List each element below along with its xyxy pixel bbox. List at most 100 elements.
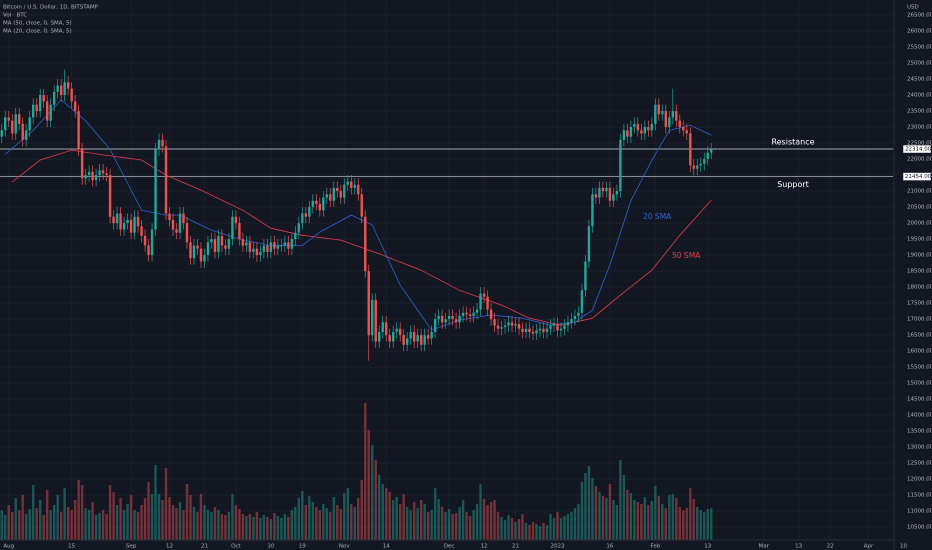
y-tick-label: 20000.00 [907, 221, 932, 227]
candle-body [671, 111, 675, 118]
volume-bar [643, 497, 647, 540]
candle-body [388, 335, 391, 342]
candle-body [122, 223, 126, 230]
volume-bar [315, 507, 318, 540]
candle-body [419, 335, 423, 345]
candle-body [224, 245, 227, 249]
volume-bar [21, 495, 24, 540]
volume-bar [168, 497, 171, 540]
candle-body [315, 200, 318, 204]
volume-bar [371, 445, 374, 540]
candle-body [77, 111, 80, 150]
candle-body [608, 187, 612, 201]
candle-body [559, 328, 563, 331]
candle-body [73, 101, 77, 112]
candle-body [531, 331, 535, 334]
candle-body [514, 323, 517, 326]
volume-bar [38, 500, 42, 540]
volume-bar [217, 510, 220, 540]
y-tick-label: 21000.00 [907, 189, 932, 195]
candle-body [185, 223, 189, 243]
candle-body [689, 133, 692, 166]
candle-body [7, 117, 10, 121]
candle-body [154, 149, 157, 230]
candle-body [84, 175, 87, 179]
volume-bar [101, 510, 105, 540]
volume-bar [108, 485, 112, 540]
volume-bar [671, 494, 675, 540]
volume-bar [283, 514, 287, 540]
candle-body [703, 159, 706, 164]
candle-body [524, 328, 528, 332]
x-tick-label: 21 [201, 544, 208, 550]
candle-body [657, 104, 661, 115]
candle-body [444, 319, 447, 323]
volume-bar [507, 515, 510, 540]
candle-body [661, 111, 664, 115]
volume-bar [692, 499, 695, 540]
volume-bar [14, 498, 17, 540]
candle-body [507, 322, 510, 326]
volume-bar [199, 494, 203, 540]
volume-bar [524, 523, 528, 540]
volume-bar [388, 492, 391, 540]
volume-bar [444, 512, 447, 540]
y-tick-label: 23500.00 [907, 109, 932, 115]
volume-bar [84, 508, 87, 540]
x-tick-label: 22 [827, 544, 834, 550]
volume-bar [626, 490, 629, 540]
volume-bar [412, 502, 416, 540]
candle-body [566, 322, 570, 326]
candle-body [426, 335, 430, 339]
x-tick-label: Apr [864, 544, 874, 550]
candle-body [454, 319, 458, 323]
candle-body [650, 123, 654, 131]
candle-body [542, 328, 545, 332]
y-tick-label: 26500.00 [907, 13, 932, 19]
x-tick-label: Feb [650, 544, 660, 550]
volume-bar [682, 510, 685, 540]
candle-body [699, 163, 702, 166]
volume-bar [584, 473, 587, 540]
y-tick-label: 25000.00 [907, 61, 932, 67]
candle-body [80, 149, 84, 179]
candle-body [577, 312, 580, 316]
volume-bar [489, 502, 493, 540]
candle-body [28, 117, 31, 131]
candle-body [350, 181, 353, 188]
candle-body [692, 165, 695, 169]
candle-body [49, 104, 52, 121]
candle-body [451, 315, 454, 320]
candle-body [594, 194, 598, 198]
volume-bar [549, 514, 552, 540]
volume-bar [245, 516, 248, 540]
candle-body [276, 245, 280, 249]
x-tick-label: 14 [383, 544, 390, 550]
ma-annotation: 20 SMA [643, 212, 672, 221]
volume-bar [339, 509, 342, 540]
candle-body [25, 130, 28, 140]
x-tick-label: 10 [267, 544, 274, 550]
candle-body [45, 101, 49, 121]
candle-body [297, 223, 301, 233]
volume-bar [59, 512, 63, 540]
volume-bar [619, 460, 622, 540]
candle-body [447, 315, 451, 320]
volume-bar [220, 514, 224, 540]
candle-body [468, 314, 472, 316]
volume-bar [591, 478, 594, 540]
candle-body [42, 95, 45, 102]
candle-body [234, 216, 238, 224]
volume-bar [182, 510, 185, 540]
y-tick-label: 18500.00 [907, 269, 932, 275]
candle-body [21, 123, 24, 140]
candle-body [245, 242, 248, 246]
volume-bar [66, 507, 70, 540]
candle-body [147, 245, 150, 256]
x-tick-label: Aug [3, 544, 14, 550]
volume-bar [496, 512, 500, 540]
y-tick-label: 13000.00 [907, 445, 932, 451]
candle-body [101, 170, 105, 174]
candle-body [479, 293, 482, 310]
